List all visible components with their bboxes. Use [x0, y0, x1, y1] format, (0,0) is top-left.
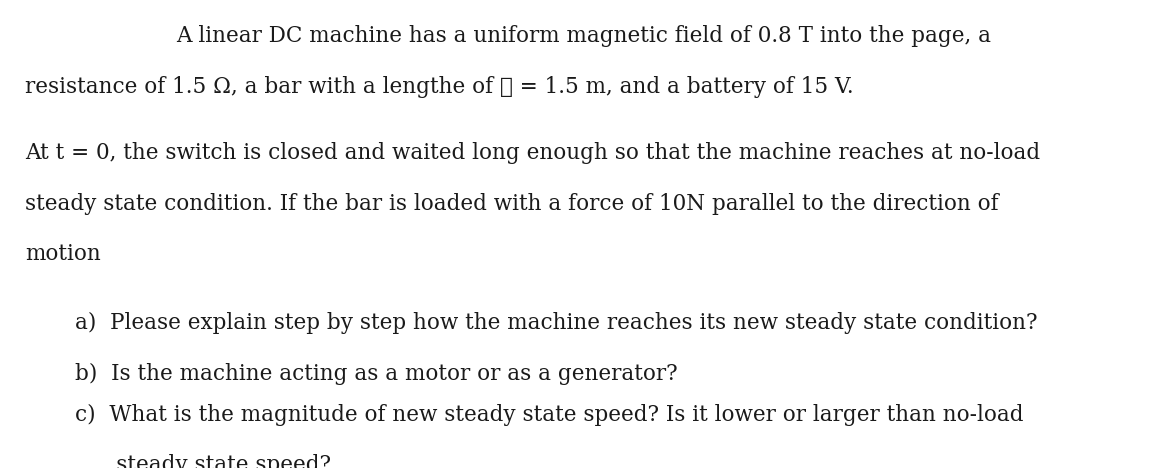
Text: a)  Please explain step by step how the machine reaches its new steady state con: a) Please explain step by step how the m…: [75, 312, 1037, 334]
Text: b)  Is the machine acting as a motor or as a generator?: b) Is the machine acting as a motor or a…: [75, 362, 677, 385]
Text: c)  What is the magnitude of new steady state speed? Is it lower or larger than : c) What is the magnitude of new steady s…: [75, 404, 1023, 426]
Text: A linear DC machine has a uniform magnetic field of 0.8 T into the page, a: A linear DC machine has a uniform magnet…: [176, 25, 992, 47]
Text: steady state speed?: steady state speed?: [75, 454, 331, 468]
Text: At t = 0, the switch is closed and waited long enough so that the machine reache: At t = 0, the switch is closed and waite…: [26, 142, 1041, 164]
Text: steady state condition. If the bar is loaded with a force of 10N parallel to the: steady state condition. If the bar is lo…: [26, 193, 999, 215]
Text: motion: motion: [26, 243, 102, 265]
Text: resistance of 1.5 Ω, a bar with a lengthe of ℓ = 1.5 m, and a battery of 15 V.: resistance of 1.5 Ω, a bar with a length…: [26, 76, 854, 98]
